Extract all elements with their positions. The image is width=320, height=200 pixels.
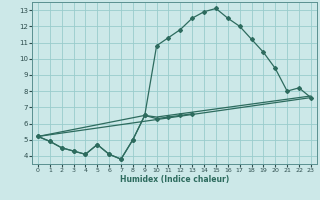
X-axis label: Humidex (Indice chaleur): Humidex (Indice chaleur) (120, 175, 229, 184)
